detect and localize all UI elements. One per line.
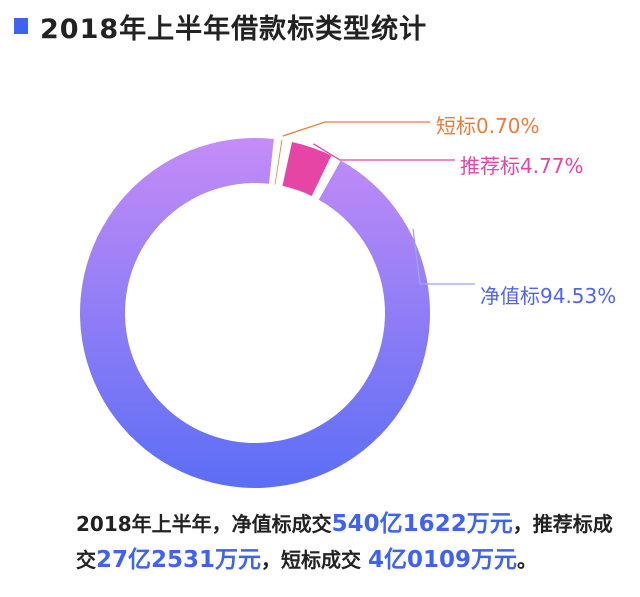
leader-line-0 [282,121,430,137]
leader-line-1 [313,143,455,161]
summary-value-short: 4亿0109万元 [368,547,518,573]
summary-part-1: 2018年上半年，净值标成交 [76,512,332,536]
summary-value-net: 540亿1622万元 [331,511,513,537]
summary-part-3: ，短标成交 [261,548,368,572]
summary-text: 2018年上半年，净值标成交540亿1622万元，推荐标成交27亿2531万元，… [76,506,626,578]
slice-0 [274,140,283,185]
summary-part-2: ，推荐标成交 [76,512,613,572]
slice-2 [79,138,430,488]
slice-label-0: 短标0.70% [436,114,540,138]
chart-title: 2018年上半年借款标类型统计 [40,13,428,45]
slice-1 [282,141,332,197]
summary-value-recommend: 27亿2531万元 [96,547,262,573]
summary-part-4: 。 [517,548,538,572]
leader-line-2 [412,228,475,285]
slice-label-1: 推荐标4.77% [460,154,584,178]
title-bar: 2018年上半年借款标类型统计 [14,6,427,46]
slice-label-2: 净值标94.53% [480,284,616,308]
title-marker [14,18,28,34]
